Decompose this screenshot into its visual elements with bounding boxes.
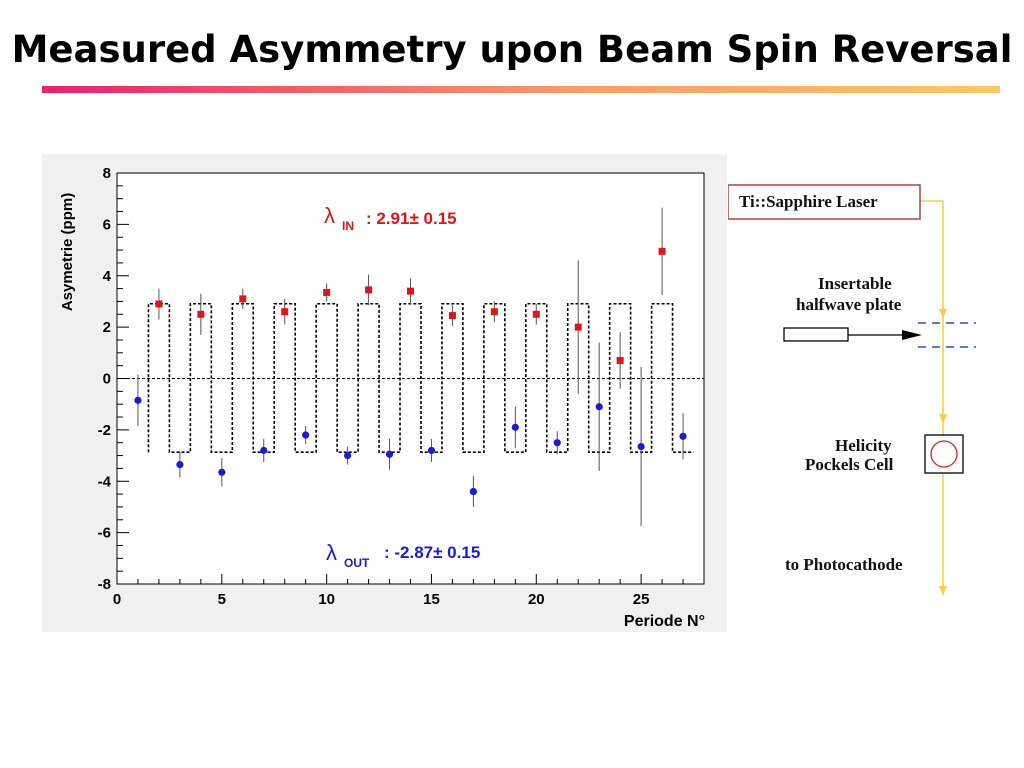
halfwave-plate-line2: halfwave plate bbox=[796, 295, 902, 314]
in-series bbox=[155, 207, 666, 394]
y-tick-label: 4 bbox=[103, 268, 112, 285]
out-data-point bbox=[344, 451, 352, 460]
beam-arrow-3 bbox=[939, 586, 947, 596]
title-divider bbox=[42, 86, 1000, 93]
plot-frame bbox=[116, 172, 705, 585]
beam-arrow-2 bbox=[939, 414, 947, 424]
in-data-point bbox=[490, 308, 498, 316]
lambda-in-subscript: IN bbox=[342, 219, 354, 233]
pockels-cell-line2: Pockels Cell bbox=[805, 455, 894, 474]
in-data-point bbox=[407, 287, 414, 295]
y-tick-label: 2 bbox=[103, 319, 111, 336]
in-data-point bbox=[574, 323, 582, 331]
in-data-point bbox=[239, 295, 247, 303]
in-data-point bbox=[365, 286, 373, 294]
y-tick-label: 8 bbox=[103, 165, 111, 182]
out-data-point bbox=[637, 442, 645, 451]
beam-setup-diagram: Ti::Sapphire Laser Insertable halfwave p… bbox=[727, 170, 1018, 610]
out-series bbox=[134, 342, 687, 527]
lambda-in-annotation: λ IN : 2.91± 0.15 bbox=[324, 203, 457, 233]
halfwave-plate-line1: Insertable bbox=[818, 274, 892, 293]
x-tick-label: 0 bbox=[113, 591, 121, 608]
lambda-in-symbol: λ bbox=[324, 203, 335, 228]
lambda-out-value: : -2.87± 0.15 bbox=[384, 543, 480, 562]
x-tick-label: 25 bbox=[633, 591, 650, 608]
out-data-point bbox=[679, 432, 687, 440]
out-data-point bbox=[134, 396, 142, 404]
x-tick-label: 15 bbox=[423, 591, 440, 608]
lambda-out-annotation: λ OUT : -2.87± 0.15 bbox=[326, 540, 480, 570]
axis-ticks: 0 5 10 15 20 25 -8 -6 -4 -2 0 2 4 6 8 bbox=[98, 165, 684, 608]
lambda-out-symbol: λ bbox=[326, 540, 337, 565]
x-tick-label: 5 bbox=[218, 591, 226, 608]
y-tick-label: -8 bbox=[98, 576, 111, 593]
in-data-point bbox=[281, 308, 289, 316]
out-data-point bbox=[469, 487, 477, 496]
photocathode-label: to Photocathode bbox=[785, 555, 903, 574]
pockels-cell-line1: Helicity bbox=[835, 436, 892, 455]
slide-title: Measured Asymmetry upon Beam Spin Revers… bbox=[11, 28, 1013, 71]
pockels-cell-crystal bbox=[930, 440, 958, 468]
in-data-point bbox=[616, 357, 624, 365]
x-axis-label: Periode N° bbox=[624, 613, 705, 630]
x-tick-label: 10 bbox=[318, 591, 335, 608]
out-data-point bbox=[511, 423, 519, 431]
lambda-in-value: : 2.91± 0.15 bbox=[366, 209, 457, 228]
in-level-step-curve bbox=[147, 302, 694, 454]
y-tick-label: -4 bbox=[98, 473, 112, 490]
y-tick-label: 0 bbox=[103, 371, 111, 388]
insertion-arrow-head bbox=[902, 330, 922, 340]
x-tick-label: 20 bbox=[528, 591, 545, 608]
out-data-point bbox=[302, 431, 310, 439]
insertion-rod bbox=[783, 327, 849, 342]
laser-box bbox=[727, 184, 921, 220]
y-tick-label: 6 bbox=[103, 216, 111, 233]
laser-label: Ti::Sapphire Laser bbox=[739, 192, 878, 211]
out-data-point bbox=[385, 450, 394, 458]
laser-beam-path bbox=[920, 200, 944, 595]
in-data-point bbox=[448, 312, 456, 320]
beam-arrow-1 bbox=[939, 309, 947, 319]
out-data-point bbox=[427, 446, 436, 455]
out-data-point bbox=[176, 460, 184, 469]
data-series bbox=[134, 207, 687, 527]
in-data-point bbox=[155, 300, 163, 308]
out-data-point bbox=[595, 403, 603, 411]
out-data-point bbox=[260, 446, 268, 455]
chart-panel: 0 5 10 15 20 25 -8 -6 -4 -2 0 2 4 6 8 Asymetrie (ppm) … bbox=[42, 154, 727, 632]
lambda-out-subscript: OUT bbox=[344, 556, 370, 570]
in-data-point bbox=[197, 310, 205, 318]
y-tick-label: -2 bbox=[98, 422, 111, 439]
in-data-point bbox=[323, 288, 331, 296]
in-data-point bbox=[532, 310, 540, 318]
out-data-point bbox=[553, 439, 561, 447]
out-data-point bbox=[218, 468, 226, 476]
y-tick-label: -6 bbox=[98, 525, 111, 542]
in-data-point bbox=[658, 247, 666, 255]
y-axis-label: Asymetrie (ppm) bbox=[59, 193, 76, 311]
